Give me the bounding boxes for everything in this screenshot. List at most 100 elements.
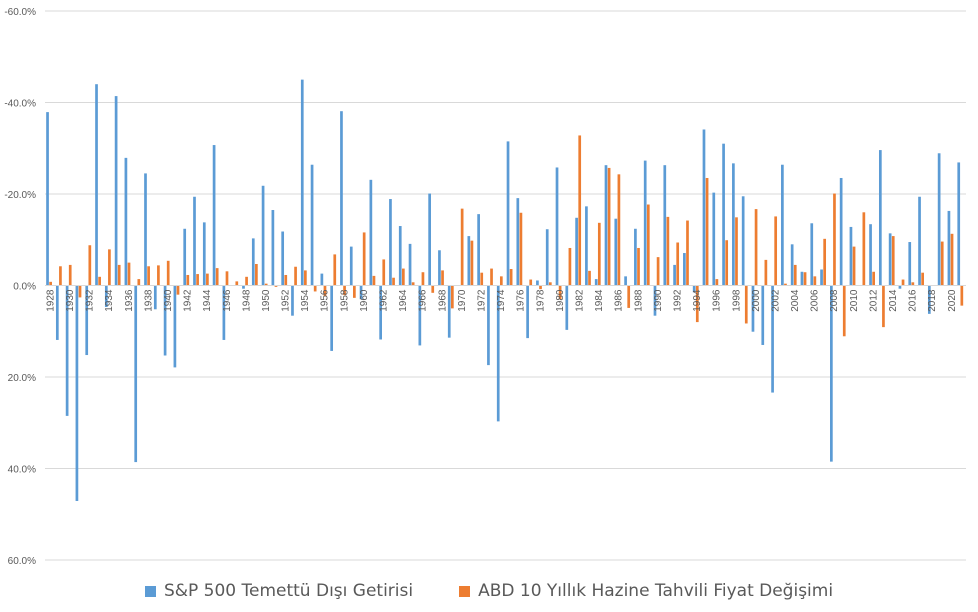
bar-treasury xyxy=(294,266,297,286)
bar-sp500 xyxy=(839,177,843,286)
bar-treasury xyxy=(803,272,807,286)
x-tick-label: 1984 xyxy=(594,289,605,312)
x-tick-label: 2014 xyxy=(888,289,899,312)
bar-sp500 xyxy=(849,226,853,286)
bar-sp500 xyxy=(320,273,324,286)
x-axis-tick-labels: 1928 1930 1932 1934 1936 1938 1940 1942 1944 1946… xyxy=(45,289,957,312)
bar-sp500 xyxy=(614,218,618,286)
x-tick-label: 1964 xyxy=(398,289,409,312)
legend-swatch-sp500 xyxy=(144,585,156,597)
bar-treasury xyxy=(744,285,748,324)
x-tick-label: 1988 xyxy=(633,289,644,312)
bar-sp500 xyxy=(349,246,353,286)
bar-treasury xyxy=(49,281,52,286)
x-tick-label: 1950 xyxy=(261,289,272,312)
bar-sp500 xyxy=(144,173,147,286)
bar-sp500 xyxy=(624,276,627,286)
bar-sp500 xyxy=(163,285,167,356)
x-tick-label: 1954 xyxy=(300,289,311,312)
bar-treasury xyxy=(255,264,258,286)
bar-treasury xyxy=(882,285,885,328)
bar-treasury xyxy=(676,242,680,286)
bar-sp500 xyxy=(927,285,931,314)
bar-treasury xyxy=(705,177,709,286)
bar-treasury xyxy=(715,279,719,286)
x-tick-label: 2002 xyxy=(770,289,781,312)
bar-treasury xyxy=(872,271,875,286)
bar-treasury xyxy=(235,281,239,286)
bar-sp500 xyxy=(555,167,559,286)
y-tick-label: 0.0% xyxy=(13,282,36,293)
bar-sp500 xyxy=(222,285,226,340)
bar-treasury xyxy=(274,285,278,287)
bar-sp500 xyxy=(869,224,872,286)
bar-sp500 xyxy=(594,279,598,286)
bar-treasury xyxy=(754,209,758,286)
bar-treasury xyxy=(392,277,395,286)
x-tick-label: 1998 xyxy=(731,289,742,312)
x-tick-label: 1992 xyxy=(672,289,683,312)
bar-sp500 xyxy=(359,285,363,300)
bar-treasury xyxy=(304,270,307,286)
bar-sp500 xyxy=(781,164,784,286)
bar-sp500 xyxy=(428,193,431,286)
bar-sp500 xyxy=(692,285,696,293)
bar-sp500 xyxy=(134,285,138,463)
x-tick-label: 1982 xyxy=(574,289,585,312)
bar-treasury xyxy=(490,268,493,286)
bar-sp500 xyxy=(634,228,637,286)
bar-sp500 xyxy=(947,210,951,286)
bar-treasury xyxy=(450,285,454,309)
x-tick-label: 1994 xyxy=(692,289,703,312)
bar-treasury xyxy=(186,274,190,286)
bar-treasury xyxy=(695,285,699,323)
bar-treasury xyxy=(176,285,180,295)
x-tick-label: 1952 xyxy=(281,289,292,312)
bar-treasury xyxy=(637,247,640,286)
legend-item-sp500[interactable]: S&P 500 Temettü Dışı Getirisi xyxy=(144,581,413,601)
legend-swatch-treasury xyxy=(459,585,471,597)
bar-treasury xyxy=(862,212,866,286)
x-tick-label: 1944 xyxy=(202,289,213,312)
x-tick-label: 1976 xyxy=(516,289,527,312)
bar-sp500 xyxy=(408,243,412,286)
bar-sp500 xyxy=(369,179,373,286)
x-tick-label: 1956 xyxy=(320,289,331,312)
bar-sp500 xyxy=(291,285,294,316)
bar-treasury xyxy=(166,260,170,286)
bar-sp500 xyxy=(761,285,765,345)
x-tick-label: 1966 xyxy=(418,289,429,312)
bar-treasury xyxy=(548,282,552,286)
bar-sp500 xyxy=(536,280,539,286)
bar-sp500 xyxy=(477,214,480,286)
bar-treasury xyxy=(127,262,131,286)
bar-treasury xyxy=(950,233,954,286)
bar-treasury xyxy=(607,167,611,286)
x-tick-label: 1968 xyxy=(437,289,448,312)
bar-sp500 xyxy=(830,285,833,462)
x-tick-label: 2010 xyxy=(849,289,860,312)
bar-sp500 xyxy=(820,269,823,286)
y-tick-label: 60.0% xyxy=(8,556,36,567)
bar-treasury xyxy=(891,236,895,286)
bar-sp500 xyxy=(516,198,520,286)
bar-treasury xyxy=(323,285,327,297)
bar-sp500 xyxy=(389,199,392,286)
bar-treasury xyxy=(196,274,199,286)
x-tick-label: 2012 xyxy=(868,289,879,312)
bar-treasury xyxy=(509,269,513,286)
bar-treasury xyxy=(59,266,62,286)
bar-treasury xyxy=(911,282,915,286)
bar-treasury xyxy=(68,264,72,286)
y-tick-label: 20.0% xyxy=(8,373,36,384)
x-tick-label: 2000 xyxy=(751,289,762,312)
legend-item-treasury[interactable]: ABD 10 Yıllık Hazine Tahvili Fiyat Değiş… xyxy=(459,581,833,601)
bar-treasury xyxy=(774,216,778,286)
bar-sp500 xyxy=(683,253,686,286)
x-tick-label: 2018 xyxy=(927,289,938,312)
legend: S&P 500 Temettü Dışı Getirisi ABD 10 Yıl… xyxy=(0,574,978,608)
bar-sp500 xyxy=(104,285,108,307)
bar-treasury xyxy=(98,276,101,286)
bar-treasury xyxy=(558,285,562,300)
bar-treasury xyxy=(470,240,474,286)
